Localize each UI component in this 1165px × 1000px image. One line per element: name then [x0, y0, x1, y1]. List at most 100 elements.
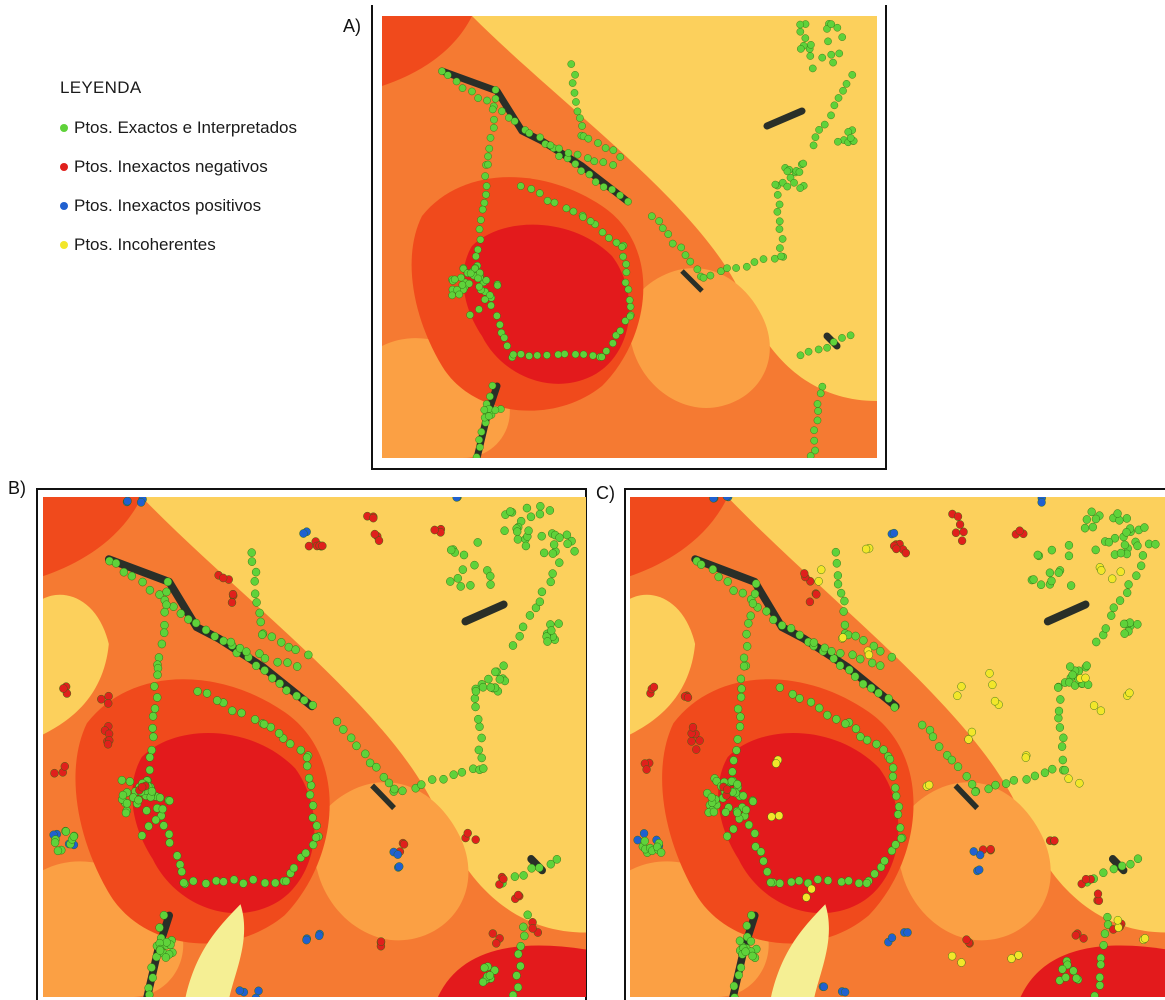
point-exact [836, 649, 845, 658]
point-incoherent [864, 650, 874, 660]
point-exact [801, 34, 810, 42]
point-negative [370, 529, 379, 539]
point-exact [260, 878, 270, 888]
point-exact [841, 719, 850, 729]
point-exact [889, 763, 898, 773]
point-exact [543, 351, 551, 359]
point-exact [750, 829, 759, 838]
point-exact [458, 565, 468, 574]
point-exact [717, 267, 725, 276]
point-exact [153, 693, 162, 702]
point-exact [554, 350, 562, 359]
point-exact [546, 859, 555, 869]
point-exact [884, 694, 893, 703]
point-exact [477, 216, 485, 224]
point-exact [572, 98, 580, 106]
point-exact [885, 754, 895, 764]
point-exact [953, 762, 963, 772]
point-exact [830, 101, 839, 110]
point-exact [806, 52, 815, 60]
point-exact [286, 739, 295, 749]
point-negative [1015, 526, 1024, 536]
point-exact [267, 632, 276, 642]
point-exact [155, 793, 165, 803]
point-exact [478, 205, 487, 214]
point-exact [466, 581, 475, 590]
elevation-surface [630, 497, 1165, 997]
point-exact [127, 571, 137, 581]
point-exact [848, 650, 857, 660]
point-exact [827, 647, 836, 656]
point-exact [1054, 706, 1064, 716]
point-exact [737, 684, 746, 694]
point-exact [788, 689, 797, 699]
point-exact [465, 279, 473, 288]
point-negative [957, 536, 967, 546]
point-exact [226, 637, 236, 647]
point-incoherent [957, 958, 966, 967]
point-exact [626, 302, 635, 311]
point-exact [573, 107, 582, 116]
point-exact [1033, 550, 1042, 560]
point-negative [986, 844, 995, 854]
point-exact [165, 838, 174, 848]
point-exact [655, 217, 663, 225]
point-exact [657, 848, 666, 857]
point-exact [159, 821, 168, 830]
point-exact [1103, 912, 1112, 922]
point-negative [723, 785, 732, 794]
point-exact [490, 123, 498, 132]
point-exact [251, 661, 261, 671]
point-negative [959, 527, 968, 537]
point-exact [839, 607, 848, 616]
point-exact [834, 137, 842, 146]
point-negative [688, 722, 698, 732]
point-exact [1064, 551, 1074, 561]
point-exact [1040, 768, 1050, 778]
point-exact [829, 654, 838, 663]
point-exact [476, 235, 485, 244]
point-positive [976, 850, 985, 860]
point-exact [158, 804, 167, 814]
point-positive [251, 993, 260, 997]
point-exact [810, 436, 819, 445]
point-exact [519, 922, 528, 932]
point-exact [1069, 966, 1078, 976]
point-exact [122, 799, 132, 808]
point-exact [456, 582, 465, 591]
panel-a-frame [371, 5, 887, 470]
point-exact [697, 560, 706, 569]
point-exact [486, 392, 494, 401]
track-line [370, 783, 396, 811]
point-exact [490, 966, 499, 975]
point-incoherent [1021, 753, 1030, 762]
point-exact [747, 911, 756, 920]
point-exact [516, 941, 525, 951]
point-negative [649, 682, 659, 692]
point-exact [471, 686, 481, 696]
point-exact [773, 191, 782, 199]
point-exact [523, 910, 532, 920]
point-exact [210, 632, 219, 641]
point-negative [1079, 934, 1088, 943]
point-negative [304, 541, 314, 551]
point-negative [227, 598, 237, 607]
point-exact [1095, 981, 1104, 990]
point-exact [888, 772, 897, 781]
point-exact [870, 869, 879, 879]
point-exact [490, 115, 498, 124]
point-exact [1088, 522, 1097, 532]
point-negative [430, 525, 439, 535]
point-incoherent [814, 577, 823, 586]
point-exact [808, 64, 817, 73]
elevation-band [628, 268, 770, 408]
point-exact [525, 611, 535, 620]
elevation-band [141, 497, 586, 933]
point-exact [485, 144, 494, 153]
point-exact [837, 588, 846, 598]
point-exact [547, 626, 556, 635]
point-exact [546, 141, 555, 150]
legend: LEYENDA Ptos. Exactos e Interpretados Pt… [60, 78, 297, 274]
point-exact [1047, 576, 1056, 586]
point-exact [189, 876, 198, 886]
